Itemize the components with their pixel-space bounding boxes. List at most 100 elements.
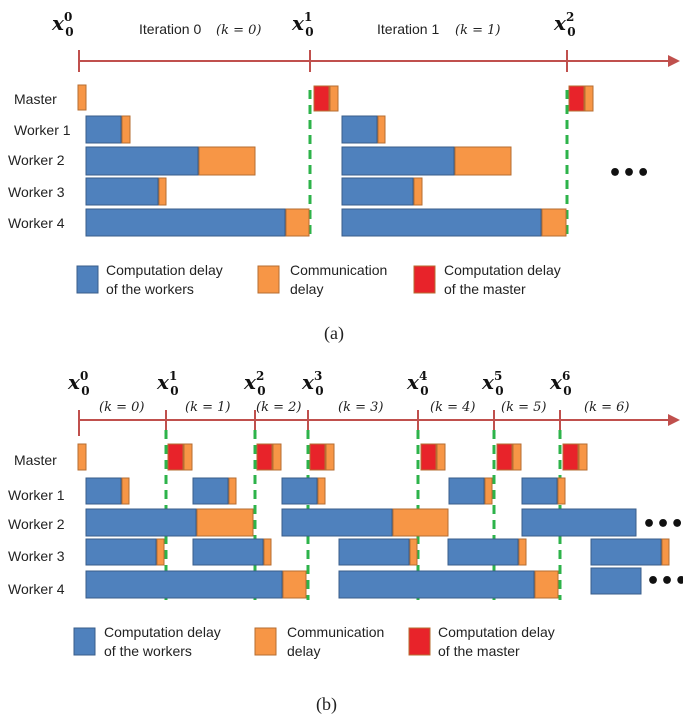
worker-compute-block — [85, 115, 122, 144]
master-comm-block — [512, 443, 522, 471]
worker-comm-block — [228, 477, 237, 505]
continuation-dots-b: ••• — [646, 569, 683, 594]
worker-comm-block — [661, 538, 670, 566]
master-compute-block — [256, 443, 273, 471]
legend-comm-text: Communication delay — [287, 624, 384, 659]
worker-comm-block — [121, 477, 130, 505]
worker-comm-block — [156, 538, 165, 566]
caption-b: (b) — [316, 694, 337, 715]
worker-comm-block — [557, 477, 566, 505]
worker-comm-block — [377, 115, 386, 144]
worker-compute-block — [521, 477, 558, 505]
k-label-b-6: (k = 6) — [584, 400, 629, 415]
row-label-master-a: Master — [14, 91, 57, 107]
row-label-worker4-b: Worker 4 — [8, 581, 65, 597]
iteration-0-k: (k = 0) — [216, 23, 261, 38]
worker-comm-block — [392, 508, 449, 537]
worker-compute-block — [338, 538, 410, 566]
worker-compute-block — [192, 538, 264, 566]
k-label-b-5: (k = 5) — [501, 400, 546, 415]
worker-compute-block — [341, 146, 455, 176]
timeline-arrowhead-b — [668, 414, 680, 426]
legend-master-swatch — [408, 627, 431, 656]
master-compute-block — [420, 443, 437, 471]
master-comm-block — [329, 85, 339, 112]
row-label-worker1-a: Worker 1 — [14, 122, 71, 138]
master-comm-block — [325, 443, 335, 471]
worker-comm-block — [409, 538, 418, 566]
worker-compute-block — [341, 208, 542, 237]
legend-b: Computation delay of the workers Communic… — [73, 624, 555, 659]
legend-comm-swatch — [254, 627, 277, 656]
master-compute-block — [313, 85, 330, 112]
x0-1-label-b: x1 0 — [156, 369, 179, 398]
iteration-1-k: (k = 1) — [455, 23, 500, 38]
master-comm-block — [578, 443, 588, 471]
panel-a: x0 0 Iteration 0 (k = 0) x1 0 Iteration 1 … — [8, 10, 680, 344]
legend-master-text: Computation delay of the master — [438, 624, 555, 659]
master-comm-block — [183, 443, 193, 471]
worker-compute-block — [85, 477, 122, 505]
worker-compute-block — [85, 146, 199, 176]
worker-compute-block — [85, 570, 283, 599]
row-label-worker1-b: Worker 1 — [8, 487, 65, 503]
master-comm-block — [584, 85, 594, 112]
legend-master-swatch — [413, 265, 436, 294]
legend-a: Computation delay of the workers Communic… — [76, 262, 561, 297]
worker-compute-block — [341, 115, 378, 144]
row-label-worker2-b: Worker 2 — [8, 516, 65, 532]
legend-worker-text: Computation delay of the workers — [106, 262, 223, 297]
caption-a: (a) — [324, 323, 344, 344]
k-label-b-4: (k = 4) — [430, 400, 475, 415]
row-label-worker3-b: Worker 3 — [8, 548, 65, 564]
worker-comm-block — [121, 115, 131, 144]
legend-worker-swatch — [76, 265, 99, 294]
worker-comm-block — [317, 477, 326, 505]
worker-comm-block — [454, 146, 512, 176]
master-compute-block — [568, 85, 585, 112]
x0-5-label-b: x5 0 — [481, 369, 504, 398]
legend-worker-swatch — [73, 627, 96, 656]
master-comm-block — [272, 443, 282, 471]
master-comm-block — [77, 443, 87, 471]
worker-comm-block — [285, 208, 310, 237]
x0-1-label-a: x1 0 — [291, 10, 314, 39]
master-comm-block — [436, 443, 446, 471]
worker-compute-block — [338, 570, 535, 599]
worker-compute-block — [590, 538, 662, 566]
panel-b: x0 0 x1 0 x2 0 x3 0 x4 0 x5 0 x6 0 (k = 0) (k =… — [8, 369, 683, 715]
k-label-b-1: (k = 1) — [185, 400, 230, 415]
worker-compute-block — [521, 508, 637, 537]
worker-comm-block — [196, 508, 254, 537]
worker-comm-block — [413, 177, 423, 206]
timeline-arrowhead-a — [668, 55, 680, 67]
worker-comm-block — [282, 570, 307, 599]
worker-compute-block — [85, 177, 159, 206]
worker-comm-block — [518, 538, 527, 566]
row-label-master-b: Master — [14, 452, 57, 468]
x0-2-label-a: x2 0 — [553, 10, 576, 39]
x0-3-label-b: x3 0 — [301, 369, 324, 398]
worker-compute-block — [281, 508, 393, 537]
master-comm-block — [77, 84, 87, 111]
worker-compute-block — [447, 538, 519, 566]
x0-2-label-b: x2 0 — [243, 369, 266, 398]
worker-comm-block — [541, 208, 567, 237]
worker-compute-block — [281, 477, 318, 505]
k-label-b-0: (k = 0) — [99, 400, 144, 415]
worker-comm-block — [263, 538, 272, 566]
worker-compute-block — [85, 208, 286, 237]
x0-0-label-b: x0 0 — [67, 369, 90, 398]
worker-comm-block — [534, 570, 559, 599]
worker-compute-block — [590, 567, 642, 595]
legend-worker-text: Computation delay of the workers — [104, 624, 221, 659]
worker-compute-block — [448, 477, 485, 505]
row-label-worker4-a: Worker 4 — [8, 215, 65, 231]
row-label-worker3-a: Worker 3 — [8, 184, 65, 200]
legend-comm-text: Communication delay — [290, 262, 387, 297]
iteration-0-title: Iteration 0 — [139, 21, 201, 37]
x0-0-label-a: x0 0 — [51, 10, 74, 39]
iteration-1-title: Iteration 1 — [377, 21, 439, 37]
x0-4-label-b: x4 0 — [406, 369, 429, 398]
